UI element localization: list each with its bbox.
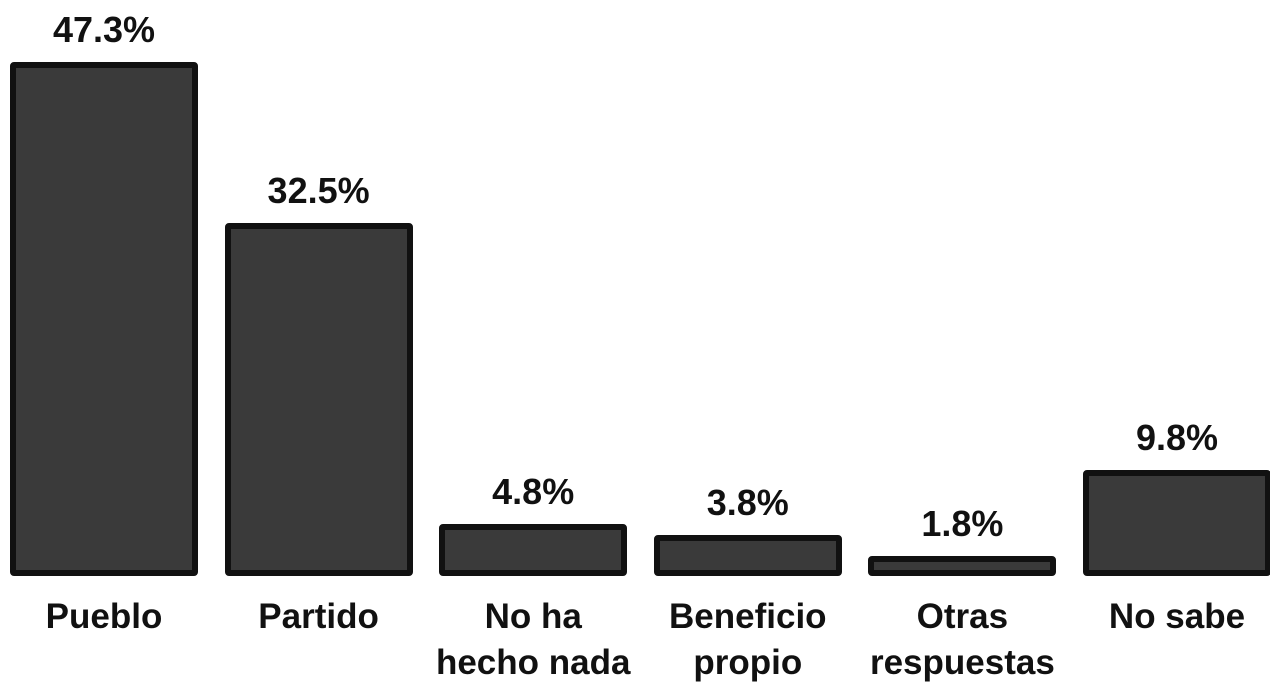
bar	[1083, 469, 1270, 576]
x-tick-label: Pueblo	[45, 597, 163, 636]
value-label: 1.8%	[921, 503, 1004, 545]
value-label: 4.8%	[492, 470, 575, 512]
bar	[439, 523, 628, 576]
x-tick-label: Partido	[258, 597, 379, 636]
value-label: 32.5%	[267, 170, 370, 212]
value-label: 47.3%	[52, 9, 156, 51]
x-tick-label: Beneficio propio	[669, 597, 827, 682]
bar	[10, 62, 198, 576]
x-tick-label: No ha hecho nada	[435, 597, 631, 682]
value-label: 9.8%	[1135, 416, 1219, 458]
x-tick-label: No sabe	[1108, 597, 1246, 636]
bar	[868, 556, 1057, 576]
bar	[653, 534, 842, 576]
x-tick-label: Otras respuestas	[869, 597, 1055, 682]
value-label: 3.8%	[706, 481, 789, 523]
bar	[224, 223, 413, 576]
